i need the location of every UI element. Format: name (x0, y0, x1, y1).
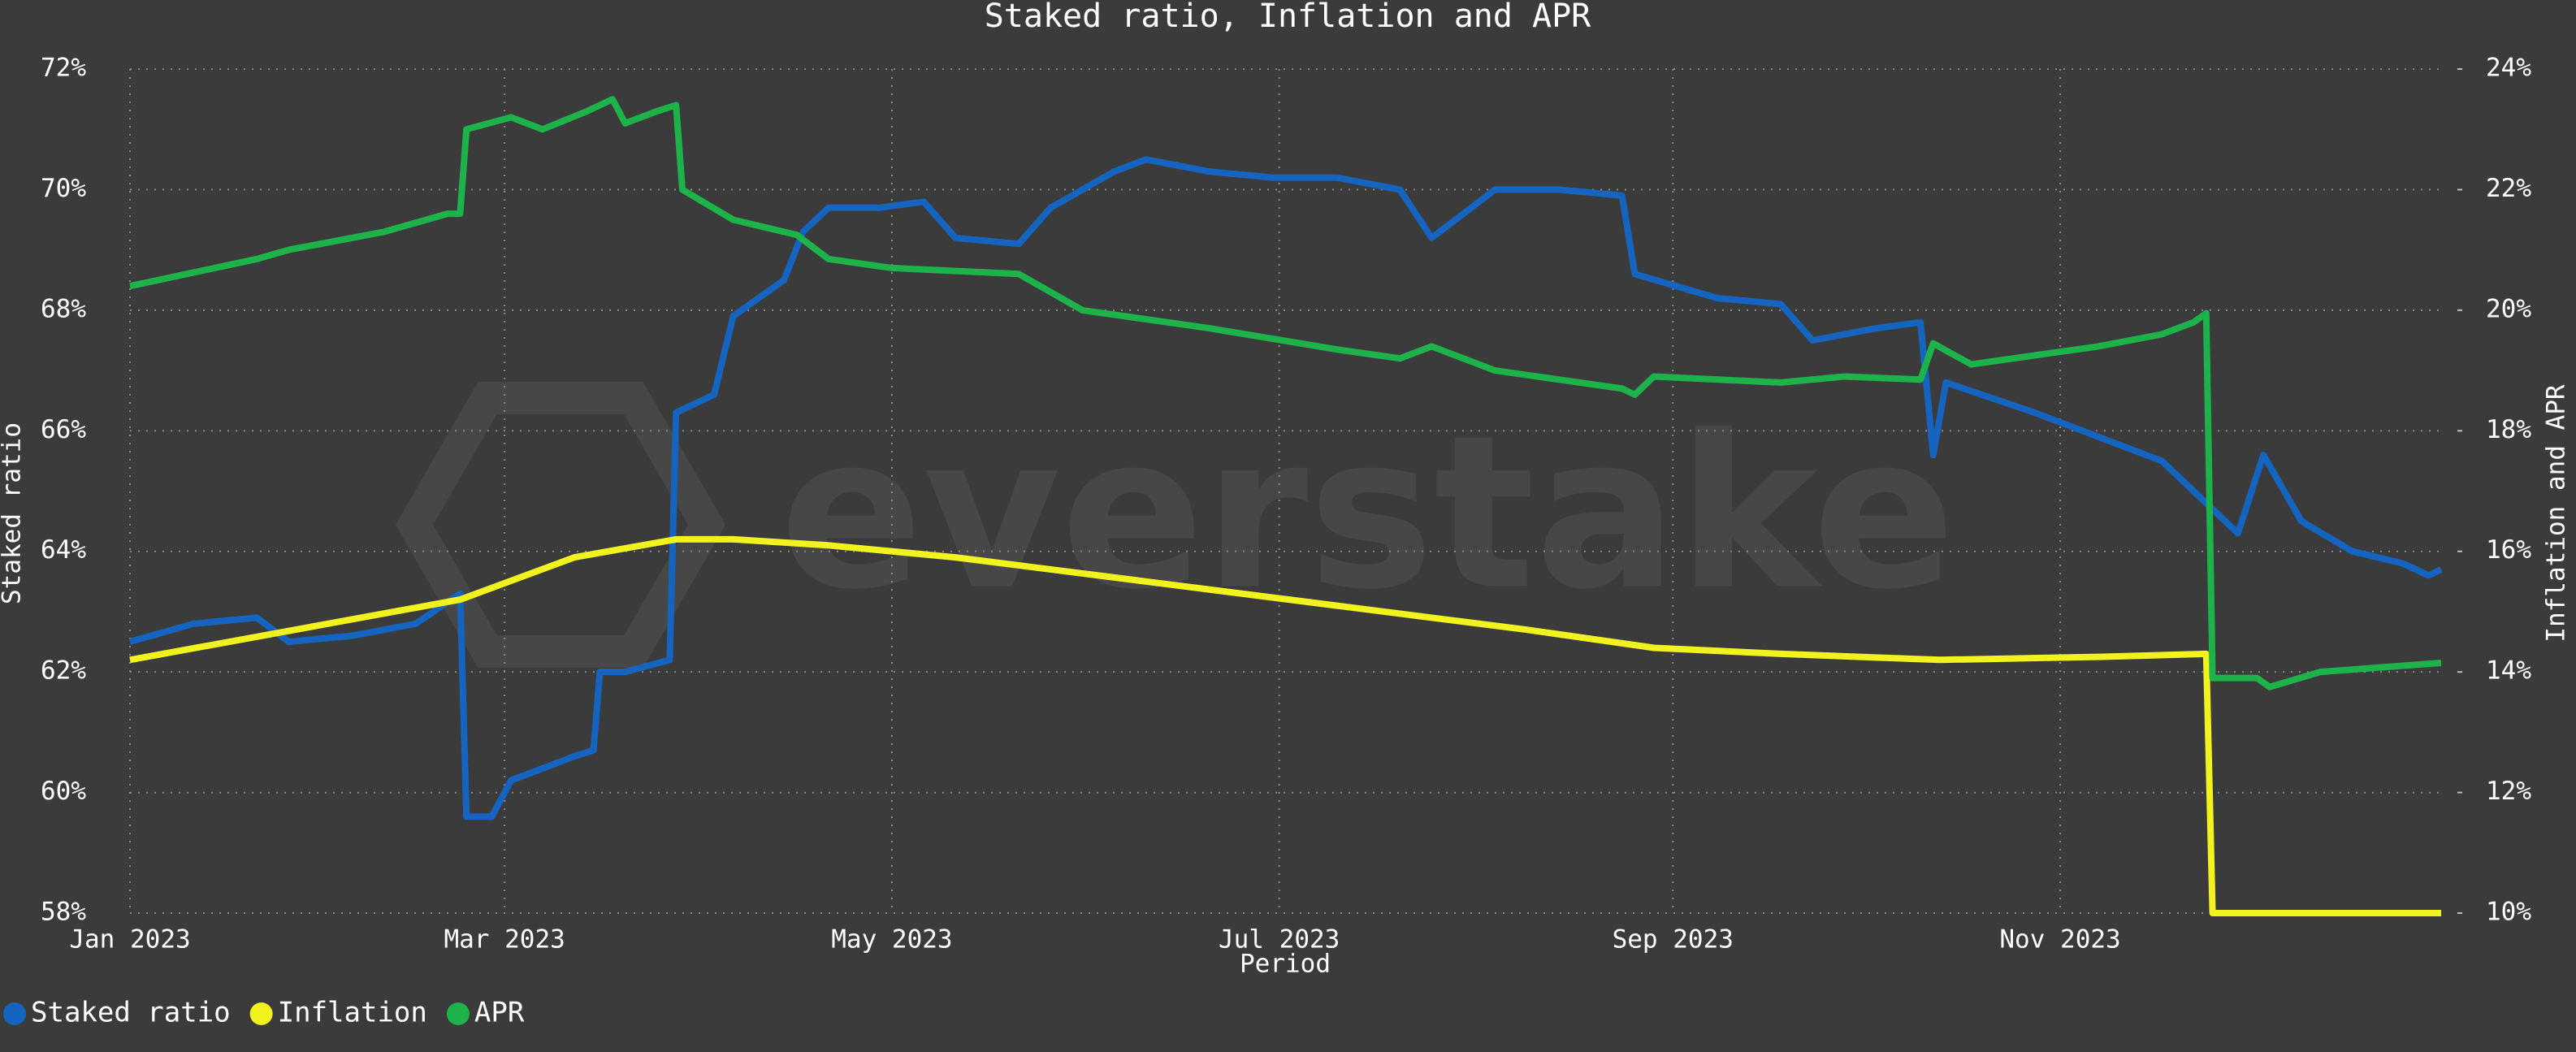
y2-tick-label: 16% (2486, 535, 2531, 565)
legend-swatch (446, 1002, 470, 1025)
chart-title: Staked ratio, Inflation and APR (985, 0, 1591, 35)
y2-tick-label: 24% (2486, 54, 2531, 83)
x-tick-label: May 2023 (831, 925, 952, 955)
y-tick-label: 62% (41, 656, 86, 686)
y2-tick-label: 14% (2486, 656, 2531, 686)
legend-label: Inflation (278, 997, 427, 1029)
x-tick-label: Sep 2023 (1613, 925, 1734, 955)
y2-tick-label: 18% (2486, 415, 2531, 444)
data-line (129, 96, 2442, 691)
y-tick-label: 66% (41, 415, 86, 444)
watermark: everstake (780, 391, 1955, 636)
y2-tick-label: 12% (2486, 777, 2531, 806)
y-tick-label: 70% (41, 174, 86, 203)
y2-tick-label: 22% (2486, 174, 2531, 203)
x-tick-label: Mar 2023 (444, 925, 565, 955)
y2-axis-label: Inflation and APR (2542, 384, 2571, 643)
legend-label: APR (474, 997, 525, 1029)
x-tick-label: Jul 2023 (1219, 925, 1340, 955)
data-line (129, 535, 2441, 916)
legend-label: Staked ratio (31, 997, 231, 1029)
y-tick-label: 72% (41, 54, 86, 83)
x-tick-label: Nov 2023 (1999, 925, 2120, 955)
data-line (128, 156, 2443, 820)
y-axis-label: Staked ratio (0, 422, 27, 604)
legend-swatch (3, 1002, 26, 1025)
y2-tick-label: 20% (2486, 294, 2531, 323)
y-tick-label: 58% (41, 898, 86, 927)
y2-tick-label: 10% (2486, 898, 2531, 927)
y-tick-label: 64% (41, 535, 86, 565)
y-tick-label: 60% (41, 777, 86, 806)
watermark-logo (395, 382, 726, 668)
x-tick-label: Jan 2023 (69, 925, 190, 955)
y-tick-label: 68% (41, 294, 86, 323)
legend-swatch (249, 1002, 273, 1025)
x-axis-label: Period (1240, 950, 1331, 979)
